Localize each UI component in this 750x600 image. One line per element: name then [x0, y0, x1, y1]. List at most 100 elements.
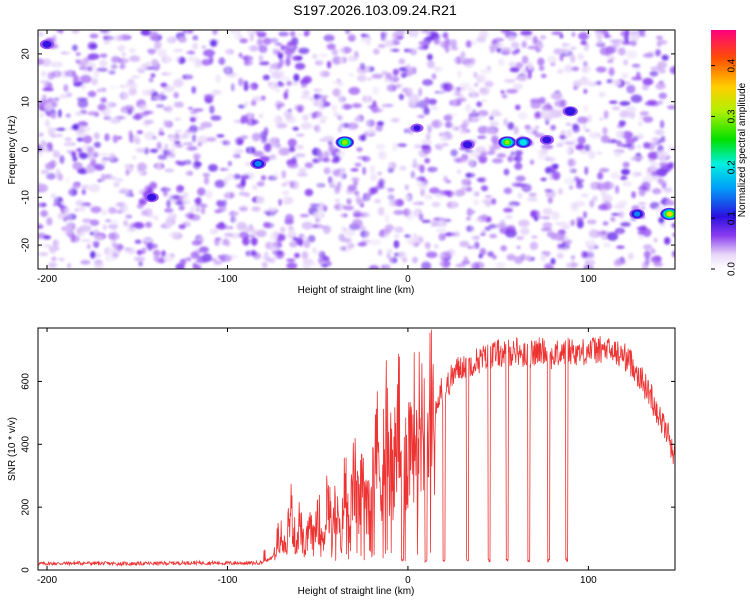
noise-blob [42, 82, 48, 87]
noise-blob [290, 81, 299, 86]
noise-blob [80, 260, 91, 265]
noise-blob [209, 39, 218, 47]
noise-blob [530, 100, 542, 109]
noise-blob [517, 111, 528, 120]
noise-blob [153, 253, 160, 263]
noise-stripe [587, 30, 592, 269]
noise-blob [550, 258, 556, 265]
colorbar-tick-label: 0.1 [727, 211, 738, 225]
noise-blob [239, 38, 249, 44]
noise-blob [541, 216, 551, 220]
noise-blob [153, 96, 161, 100]
noise-blob [287, 41, 294, 46]
noise-blob [240, 178, 246, 187]
noise-blob [149, 148, 159, 153]
noise-blob [279, 226, 286, 233]
noise-blob [218, 221, 225, 226]
noise-blob [278, 31, 289, 37]
noise-blob [487, 251, 494, 257]
noise-blob [138, 112, 149, 117]
noise-blob [303, 32, 309, 37]
noise-blob [598, 117, 604, 121]
noise-blob [426, 98, 438, 105]
noise-blob [638, 185, 648, 191]
noise-blob [583, 88, 588, 94]
spectral-peak [254, 161, 262, 167]
noise-blob [550, 124, 556, 131]
noise-blob [392, 68, 400, 76]
noise-blob [236, 222, 248, 231]
noise-blob [213, 260, 223, 265]
noise-blob [47, 97, 54, 103]
noise-blob [657, 150, 669, 160]
noise-blob [505, 214, 513, 220]
noise-blob [216, 134, 225, 138]
noise-blob [510, 41, 520, 49]
noise-blob [430, 220, 437, 227]
noise-blob [422, 79, 434, 86]
noise-blob [580, 40, 588, 46]
noise-blob [550, 92, 563, 100]
noise-blob [503, 207, 514, 213]
noise-blob [535, 125, 540, 130]
noise-blob [205, 190, 213, 199]
noise-blob [445, 179, 452, 184]
noise-blob [540, 227, 553, 232]
noise-blob [129, 82, 138, 89]
noise-blob [206, 137, 217, 142]
noise-blob [38, 152, 44, 157]
noise-blob [621, 72, 629, 79]
noise-blob [331, 159, 341, 164]
noise-blob [520, 30, 533, 36]
noise-blob [597, 38, 603, 45]
noise-blob [70, 184, 81, 189]
noise-blob [513, 126, 519, 135]
noise-blob [79, 152, 89, 160]
noise-blob [250, 100, 257, 106]
noise-blob [531, 235, 538, 239]
noise-blob [627, 252, 634, 260]
noise-blob [75, 148, 82, 152]
noise-blob [664, 237, 671, 245]
noise-blob [138, 261, 143, 267]
noise-blob [286, 262, 298, 269]
noise-blob [425, 251, 438, 259]
noise-blob [377, 206, 385, 216]
noise-blob [243, 192, 251, 198]
noise-blob [185, 146, 198, 151]
noise-blob [153, 249, 161, 256]
noise-blob [152, 135, 157, 140]
noise-blob [538, 65, 545, 71]
noise-blob [465, 103, 472, 113]
noise-blob [201, 253, 213, 262]
noise-blob [421, 219, 431, 223]
noise-blob [134, 239, 142, 244]
noise-blob [537, 57, 545, 66]
noise-blob [323, 167, 331, 175]
noise-blob [653, 262, 664, 267]
noise-blob [138, 69, 145, 74]
noise-blob [201, 45, 207, 50]
noise-blob [208, 164, 218, 172]
noise-blob [47, 262, 58, 268]
noise-blob [292, 236, 298, 241]
noise-blob [395, 83, 401, 89]
noise-blob [665, 200, 675, 206]
noise-blob [622, 180, 633, 187]
noise-blob [398, 93, 404, 101]
noise-blob [148, 77, 154, 83]
noise-blob [326, 60, 332, 69]
colorbar-ticks: 0.0 0.1 0.2 0.3 0.4 [711, 58, 738, 276]
noise-blob [617, 47, 626, 56]
noise-blob [275, 122, 288, 129]
noise-blob [217, 254, 223, 259]
noise-blob [476, 76, 483, 83]
noise-blob [134, 222, 143, 226]
noise-blob [240, 115, 248, 124]
noise-blob [542, 207, 553, 216]
noise-blob [102, 224, 107, 230]
noise-blob [653, 238, 658, 243]
noise-blob [618, 120, 626, 127]
noise-blob [620, 221, 631, 227]
